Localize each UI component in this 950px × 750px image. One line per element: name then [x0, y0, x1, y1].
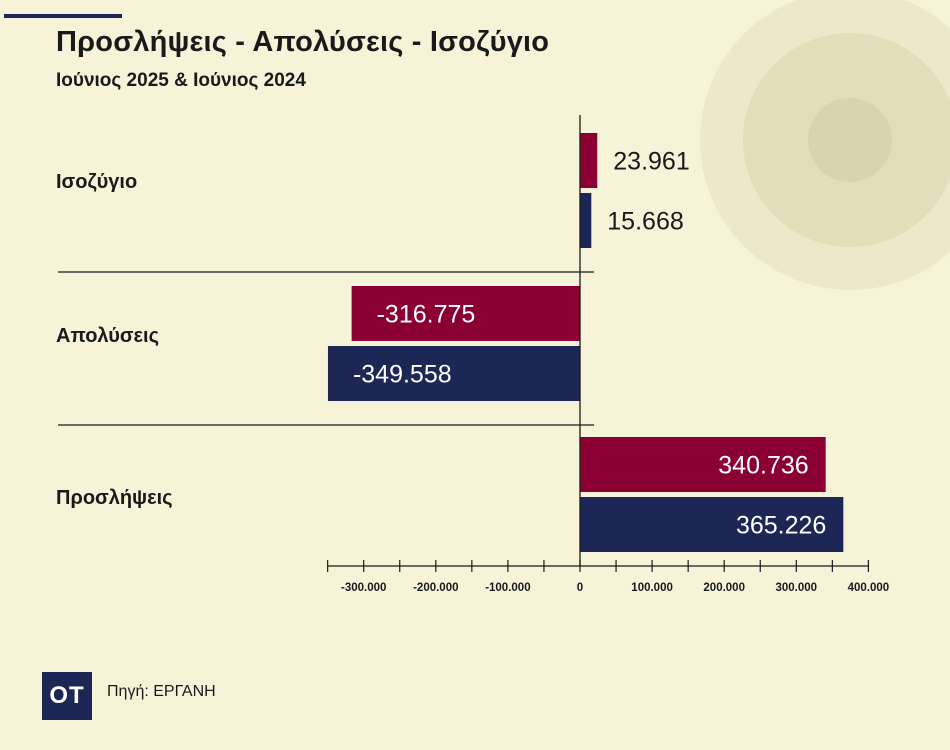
bar	[580, 437, 826, 492]
x-tick-label: -200.000	[413, 582, 458, 594]
bar	[351, 286, 580, 341]
data-label: 23.961	[613, 148, 689, 176]
data-label: -316.775	[377, 301, 476, 329]
data-label: -349.558	[353, 361, 452, 389]
x-tick-label: 400.000	[848, 582, 890, 594]
decorative-circles	[700, 0, 950, 290]
chart-title: Προσλήψεις - Απολύσεις - Ισοζύγιο	[56, 26, 550, 58]
category-label: Ισοζύγιο	[56, 171, 137, 193]
bar-chart: Ισοζύγιο 23.961 15.668 Απολύσεις -316.775 -34…	[56, 115, 890, 594]
bar	[580, 193, 592, 248]
data-label: 340.736	[718, 452, 808, 480]
bar	[580, 497, 844, 552]
category-label: Απολύσεις	[56, 325, 159, 347]
source-note: Πηγή: ΕΡΓΑΝΗ	[107, 683, 216, 700]
x-tick-label: 0	[577, 582, 583, 594]
bar	[580, 133, 598, 188]
data-label: 365.226	[736, 512, 826, 540]
chart-subtitle: Ιούνιος 2025 & Ιούνιος 2024	[56, 70, 306, 91]
category-label: Προσλήψεις	[56, 487, 173, 509]
x-tick-label: -100.000	[485, 582, 530, 594]
x-tick-label: -300.000	[341, 582, 386, 594]
publisher-logo: ΟΤ	[42, 672, 92, 720]
data-label: 15.668	[607, 208, 683, 236]
bar	[327, 346, 580, 401]
x-tick-label: 300.000	[776, 582, 818, 594]
x-tick-label: 100.000	[631, 582, 673, 594]
top-accent-rule	[4, 14, 122, 18]
x-tick-label: 200.000	[703, 582, 745, 594]
